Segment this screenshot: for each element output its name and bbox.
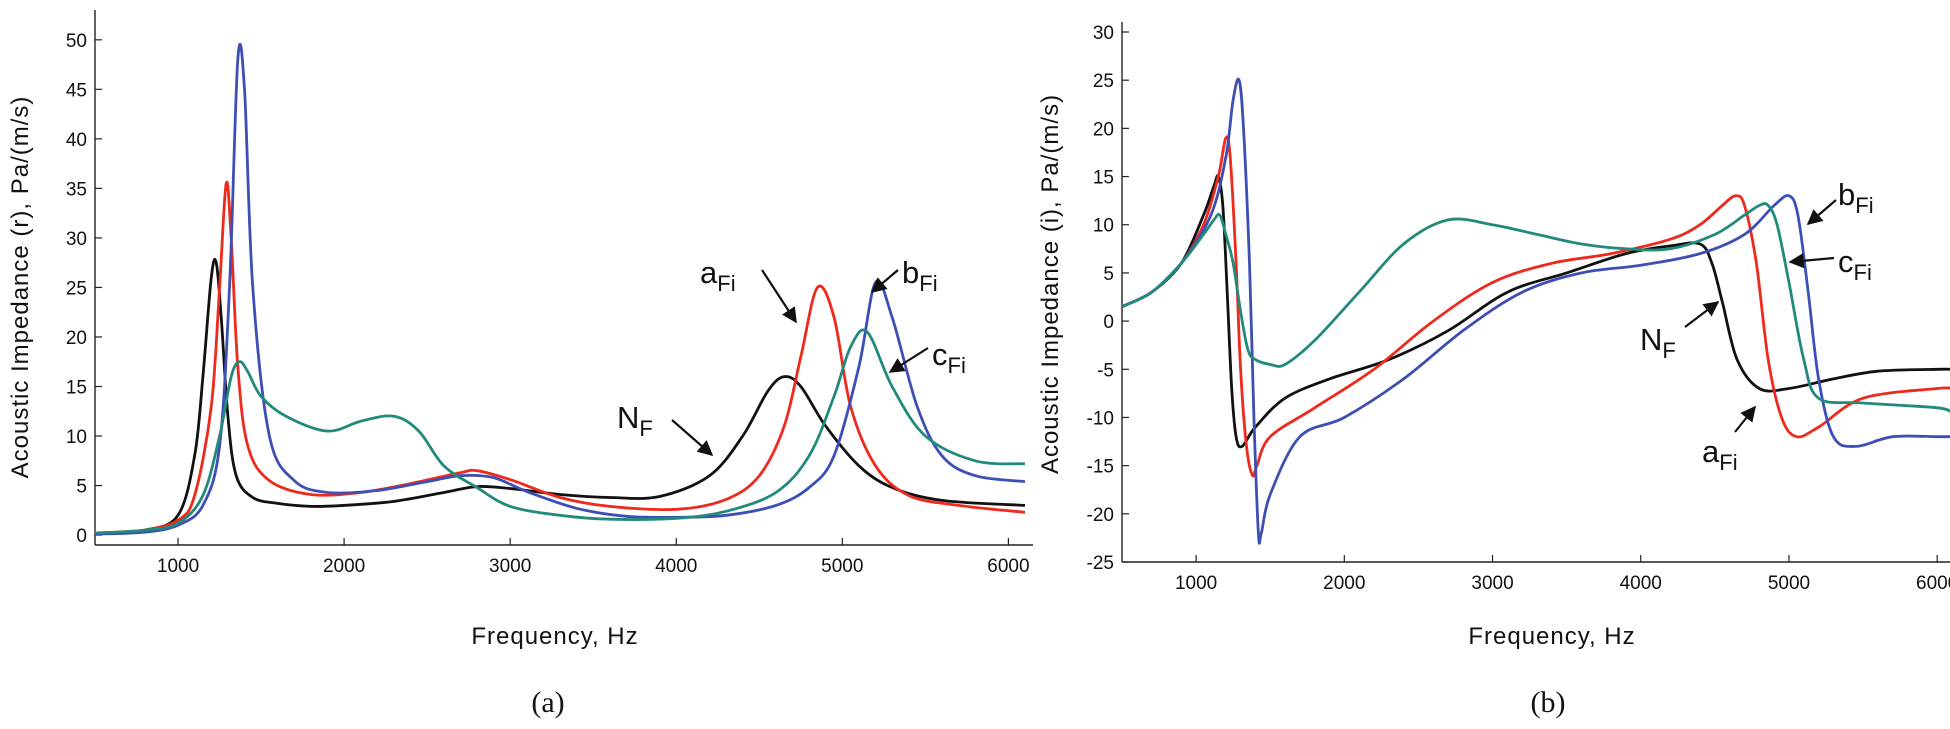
chart-a-xtick-label: 6000	[987, 556, 1029, 577]
chart-a-xtick-label: 5000	[821, 556, 863, 577]
chart-a-xtick-label: 1000	[157, 556, 199, 577]
chart-a-gridaxes: 0 5 10 15 20 25 30 35 40 45 50 1000 2000 3000 4000 5000…	[66, 10, 1033, 577]
chart-a-series-n-f	[94, 258, 1026, 535]
chart-a-annotation-c: cFi	[888, 337, 966, 378]
chart-b-annotation-a: aFi	[1702, 405, 1756, 475]
svg-text:aFi: aFi	[700, 255, 736, 296]
chart-b-series-b-fi	[1121, 77, 1950, 545]
chart-b-xlabel: Frequency, Hz	[1468, 623, 1635, 650]
chart-a-xtick-label: 3000	[489, 556, 531, 577]
chart-a-ylabel: Acoustic Impedance (r), Pa/(m/s)	[7, 96, 34, 479]
chart-b-xtick-label: 5000	[1768, 573, 1810, 594]
chart-b-xtick-label: 4000	[1620, 573, 1662, 594]
chart-a-arrow-b	[870, 269, 899, 293]
chart-a-ytick-label: 25	[66, 278, 87, 299]
chart-a-ytick-label: 15	[66, 378, 87, 399]
chart-b-series-c-fi	[1121, 202, 1950, 413]
chart-b: -25 -20 -15 -10 -5 0 5 10 15 20 25 30 1000 2000 3000 40…	[1037, 22, 1950, 719]
chart-b-ytick-label: -5	[1097, 360, 1114, 381]
svg-text:bFi: bFi	[1838, 177, 1874, 218]
svg-text:aFi: aFi	[1702, 434, 1738, 475]
chart-b-ytick-label: -15	[1087, 457, 1114, 478]
chart-a-annotation-n: NF	[617, 400, 714, 457]
chart-b-xtick-label: 3000	[1471, 573, 1513, 594]
chart-a-ytick-label: 35	[66, 179, 87, 200]
chart-b-xtick-label: 2000	[1323, 573, 1365, 594]
chart-b-arrow-b	[1806, 199, 1837, 226]
chart-b-ytick-label: -25	[1087, 553, 1114, 574]
chart-a-series-b-fi	[94, 42, 1026, 536]
chart-a-annotation-a: aFi	[700, 255, 797, 324]
chart-b-annotation-b: bFi	[1806, 177, 1874, 226]
chart-b-ytick-label: 10	[1093, 216, 1114, 237]
chart-a-xtick-label: 2000	[323, 556, 365, 577]
chart-b-ytick-label: 30	[1093, 23, 1114, 44]
chart-a-ytick-label: 20	[66, 328, 87, 349]
chart-b-ylabel: Acoustic Impedance (i), Pa/(m/s)	[1037, 94, 1064, 474]
svg-text:cFi: cFi	[932, 337, 966, 378]
chart-b-ytick-label: 0	[1103, 312, 1114, 333]
svg-text:NF: NF	[617, 400, 653, 441]
chart-a-lines	[94, 42, 1026, 536]
chart-a-ytick-label: 50	[66, 31, 87, 52]
chart-b-xtick-label: 6000	[1916, 573, 1950, 594]
chart-b-ytick-label: -20	[1087, 505, 1114, 526]
chart-a-arrow-a	[761, 269, 797, 324]
chart-a: 0 5 10 15 20 25 30 35 40 45 50 1000 2000 3000 4000 5000…	[7, 10, 1033, 719]
chart-b-caption: (b)	[1531, 686, 1566, 719]
chart-a-series-a-fi	[94, 180, 1026, 535]
chart-a-ytick-label: 5	[76, 477, 87, 498]
chart-b-ytick-label: 20	[1093, 119, 1114, 140]
chart-a-ytick-label: 40	[66, 130, 87, 151]
chart-b-arrow-c	[1788, 253, 1835, 269]
chart-b-arrow-n	[1684, 301, 1720, 328]
chart-a-caption: (a)	[531, 686, 564, 719]
svg-text:bFi: bFi	[902, 255, 938, 296]
chart-a-series-c-fi	[94, 328, 1026, 535]
chart-a-xlabel: Frequency, Hz	[471, 623, 638, 650]
chart-b-ytick-label: 25	[1093, 71, 1114, 92]
chart-b-gridaxes: -25 -20 -15 -10 -5 0 5 10 15 20 25 30 1000 2000 3000 40…	[1087, 22, 1950, 594]
chart-b-annotation-c: cFi	[1788, 244, 1872, 285]
chart-b-arrow-a	[1734, 405, 1756, 433]
chart-b-ytick-label: 15	[1093, 168, 1114, 189]
chart-a-ytick-label: 0	[76, 526, 87, 547]
chart-b-ytick-label: 5	[1103, 264, 1114, 285]
chart-b-lines	[1121, 77, 1950, 545]
chart-a-annotation-b: bFi	[870, 255, 938, 296]
chart-a-arrow-c	[888, 347, 929, 373]
chart-a-ytick-label: 10	[66, 427, 87, 448]
chart-b-ytick-label: -10	[1087, 408, 1114, 429]
svg-text:NF: NF	[1640, 322, 1676, 363]
chart-a-arrow-n	[671, 419, 714, 457]
chart-a-ytick-label: 30	[66, 229, 87, 250]
chart-b-annotation-n: NF	[1640, 301, 1720, 363]
chart-a-ytick-label: 45	[66, 80, 87, 101]
svg-text:cFi: cFi	[1838, 244, 1872, 285]
chart-a-xtick-label: 4000	[655, 556, 697, 577]
chart-b-xtick-label: 1000	[1175, 573, 1217, 594]
chart-b-series-n-f	[1121, 174, 1950, 449]
